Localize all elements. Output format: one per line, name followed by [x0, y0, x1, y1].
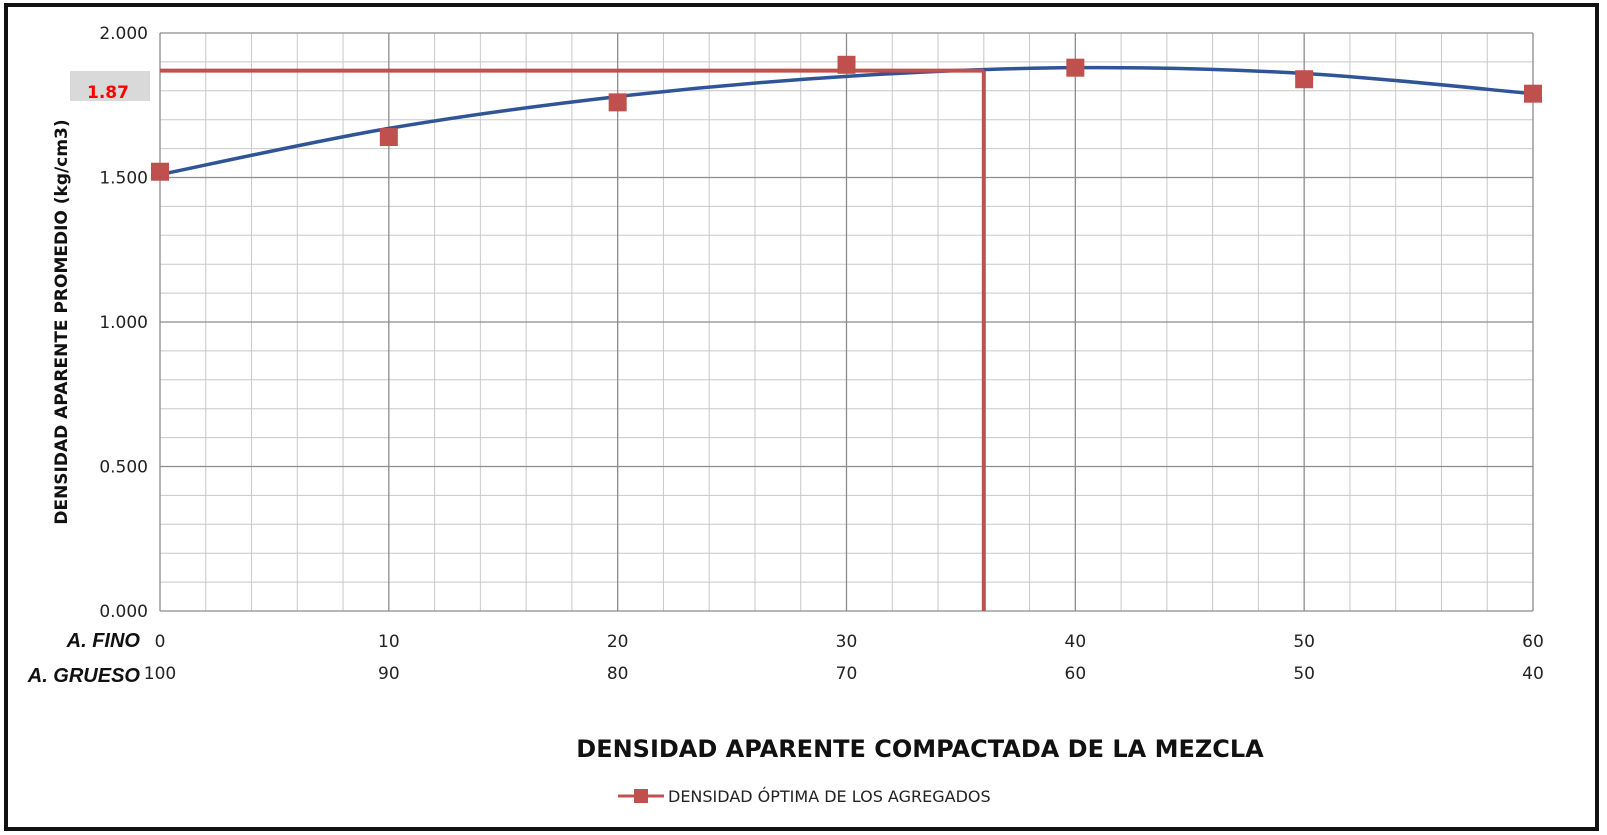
y-tick-labels: 0.000 0.500 1.000 1.500 2.000 — [99, 24, 148, 622]
x-tick-labels: 0 100 10 90 20 80 30 70 40 60 50 50 60 40 — [144, 632, 1544, 684]
x-tick-label-grueso: 60 — [1065, 664, 1087, 684]
x-tick-label-fino: 20 — [607, 632, 629, 652]
data-point — [379, 128, 398, 147]
x-tick-label-fino: 40 — [1065, 632, 1087, 652]
x-tick-label-fino: 50 — [1293, 632, 1315, 652]
data-point — [151, 162, 169, 181]
x-tick-label-grueso: 70 — [836, 664, 858, 684]
x-tick-label-fino: 60 — [1522, 632, 1544, 652]
data-point — [837, 55, 856, 74]
data-point — [1295, 70, 1314, 89]
y-tick-label: 1.000 — [99, 313, 148, 333]
data-point — [1066, 58, 1085, 77]
x-row-label-fino: A. FINO — [66, 630, 141, 652]
legend-marker — [634, 789, 648, 803]
x-tick-label-fino: 10 — [378, 632, 400, 652]
chart-frame — [4, 3, 1599, 831]
x-row-label-grueso: A. GRUESO — [27, 665, 141, 687]
x-tick-label-fino: 0 — [155, 632, 166, 652]
y-tick-label: 2.000 — [99, 24, 148, 44]
legend-label: DENSIDAD ÓPTIMA DE LOS AGREGADOS — [668, 787, 991, 806]
optimum-label: 1.87 — [87, 83, 129, 103]
y-tick-label: 0.500 — [99, 458, 148, 478]
x-tick-label-fino: 30 — [836, 632, 858, 652]
y-tick-label: 0.000 — [99, 602, 148, 622]
x-tick-label-grueso: 100 — [144, 664, 176, 684]
data-point — [608, 93, 627, 112]
x-tick-label-grueso: 40 — [1522, 664, 1544, 684]
data-point — [1524, 84, 1542, 103]
y-tick-label: 1.500 — [99, 169, 148, 189]
x-tick-label-grueso: 80 — [607, 664, 629, 684]
grid-major — [159, 32, 1534, 612]
data-markers — [151, 55, 1542, 181]
y-axis-label: DENSIDAD APARENTE PROMEDIO (kg/cm3) — [52, 119, 72, 524]
x-tick-label-grueso: 50 — [1293, 664, 1315, 684]
optimum-label-box — [70, 71, 150, 101]
chart-title: DENSIDAD APARENTE COMPACTADA DE LA MEZCL… — [576, 735, 1264, 763]
x-tick-label-grueso: 90 — [378, 664, 400, 684]
legend: DENSIDAD ÓPTIMA DE LOS AGREGADOS — [618, 787, 991, 806]
